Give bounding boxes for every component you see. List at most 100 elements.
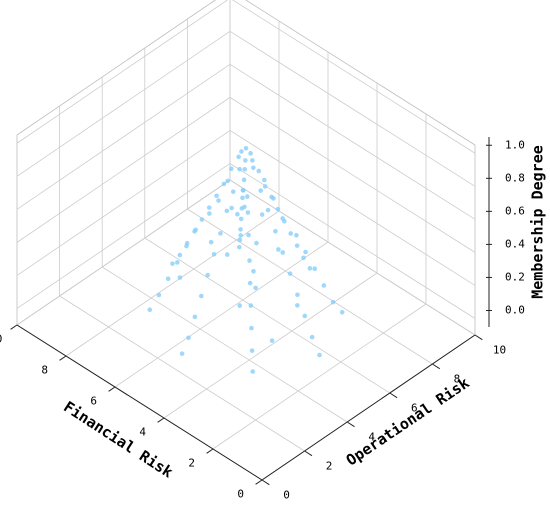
y-tick [389,392,398,399]
point [221,181,227,187]
point [303,249,308,255]
point [254,240,259,246]
point [239,149,244,154]
grid-line [212,303,427,450]
grid-line [229,163,476,319]
grid-line [16,97,231,243]
point [237,166,242,172]
point [238,233,243,238]
point [147,307,153,313]
grid-line [101,266,348,423]
point [250,158,255,163]
point [239,206,245,211]
point [229,166,234,171]
point [295,303,300,308]
grid-line [114,241,329,388]
point [216,198,221,203]
y-tick-label: 0 [283,489,290,502]
point [240,195,245,201]
grid-line [144,237,391,394]
grid-line [229,97,476,253]
x-tick-label: 8 [41,364,48,377]
z-tick-label: 0.2 [505,270,525,283]
point [276,247,281,252]
point [294,232,299,238]
y-tick [261,479,270,486]
y-axis-title: Operational Risk [343,374,473,470]
y-tick-label: 8 [454,373,461,386]
x-tick-label: 2 [188,457,195,470]
z-tick-label: 0.0 [505,303,525,316]
point [339,309,345,315]
point [198,293,204,299]
grid-line [163,272,378,419]
point [186,335,191,341]
point [211,251,217,257]
point [309,334,315,340]
point [237,237,243,243]
point [307,266,313,271]
point [245,210,251,215]
x-tick-label: 6 [90,395,97,408]
grid-line [229,130,476,286]
grid-line [229,64,476,220]
point [224,252,230,257]
grid-line [59,295,305,452]
point [218,231,223,236]
point [237,303,243,308]
point [230,189,236,194]
point [205,272,210,278]
point [236,154,241,160]
point [251,268,256,274]
point [177,275,183,280]
y-tick [474,334,483,341]
point [253,285,258,291]
box-edge [245,0,476,146]
point [179,351,185,356]
point [248,303,254,308]
x-tick [10,324,18,330]
grid-line [187,208,433,365]
point [241,177,247,183]
point [170,261,175,266]
x-axis-title: Financial Risk [60,398,176,482]
grid-line [16,163,231,309]
point [241,188,246,193]
point [175,260,180,265]
point [225,178,230,184]
x-axis [16,324,263,481]
point [229,205,234,211]
point [269,338,275,343]
point [269,194,274,200]
point [259,212,265,217]
point [294,243,300,248]
grid-line [16,179,231,326]
point [246,232,251,238]
point [321,283,327,288]
point [236,244,242,250]
grid-line [16,0,229,144]
x-tick [59,355,67,361]
z-axis-title: Membership Degree [529,145,547,299]
point [235,211,240,217]
grid-line [229,179,476,336]
z-tick-label: 1.0 [505,138,525,151]
point [192,314,198,320]
grid-line [16,130,231,276]
point [224,208,230,214]
point [238,216,244,222]
y-tick-label: 4 [368,431,375,444]
y-axis [261,334,476,481]
box-edge [16,0,217,136]
point [317,352,322,358]
x-tick [206,448,214,454]
grid-line [16,64,231,210]
y-tick [304,450,313,457]
point [280,250,286,255]
point [208,239,214,245]
point [177,252,183,258]
point [206,205,212,210]
point [275,206,281,212]
point [288,231,294,236]
